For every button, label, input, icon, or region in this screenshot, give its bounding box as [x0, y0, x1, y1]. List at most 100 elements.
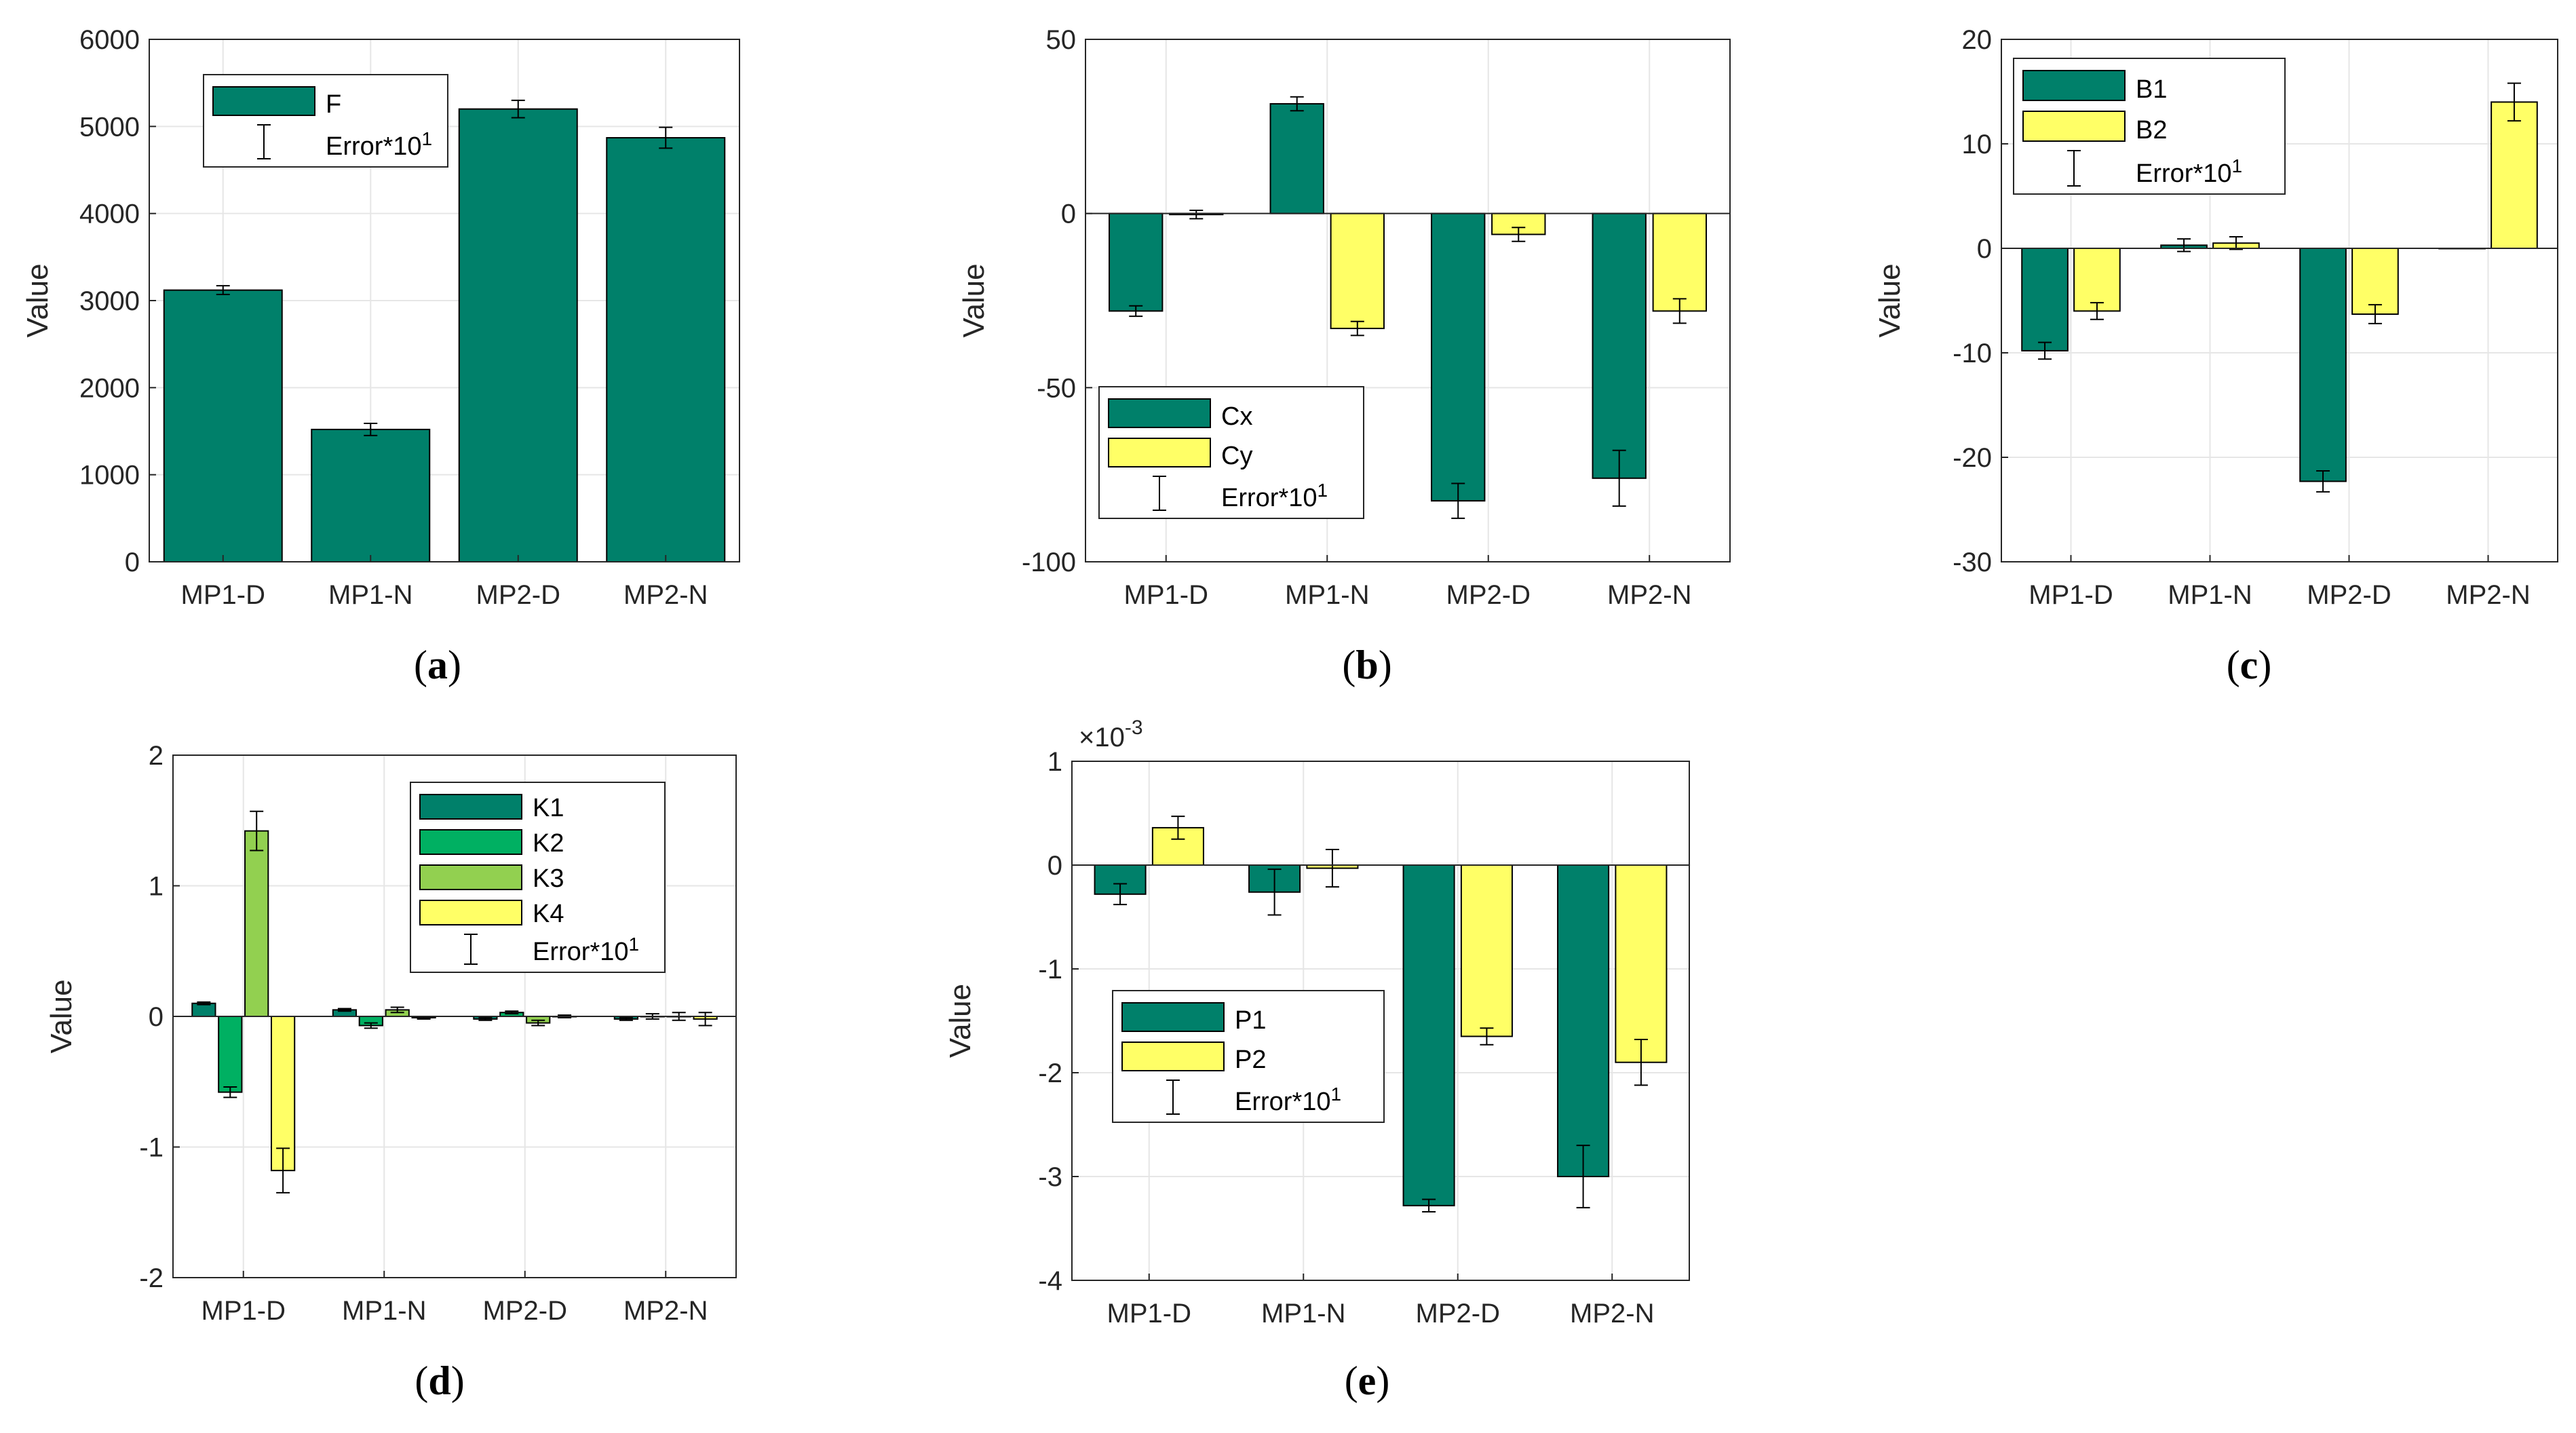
y-tick-label: 1: [149, 872, 164, 902]
legend-error-symbol: [257, 124, 271, 159]
legend-label-F: F: [326, 90, 341, 119]
y-tick-label: 20: [1962, 25, 1993, 55]
legend-swatch-B1: [2022, 70, 2126, 101]
x-tick-label: MP2-D: [1416, 1299, 1500, 1329]
chart-panel-a: 0 1000 2000 3000 4000 5000 6000 MP1-D MP1-N MP2-D…: [21, 25, 740, 687]
legend: F Error*101: [203, 74, 448, 168]
x-tick-label: MP1-N: [1261, 1299, 1345, 1329]
x-tick-label: MP1-N: [328, 580, 412, 610]
bar-P2-MP2-N: [1615, 864, 1668, 1063]
legend-label-P2: P2: [1235, 1046, 1266, 1074]
legend-label-error: Error*101: [533, 934, 639, 966]
error-bar-K3-MP2-D: [531, 1019, 545, 1027]
y-axis-label: Value: [957, 263, 991, 337]
error-bar-Cx-MP1-N: [1290, 96, 1304, 112]
bar-B1-MP1-D: [2021, 248, 2069, 351]
x-tick-label: MP2-D: [483, 1296, 567, 1326]
y-tick-label: -2: [1038, 1058, 1062, 1088]
chart-panel-e: -4 -3 -2 -1 0 1 MP1-D MP1-N MP2-D MP2-N Value ×10-3…: [944, 716, 1690, 1403]
chart-panel-b: -100 -50 0 50 MP1-D MP1-N MP2-D MP2-N Value Cx Cy E…: [957, 25, 1731, 687]
bar-K4-MP1-D: [270, 1016, 296, 1172]
error-bar-Cy-MP2-N: [1672, 298, 1687, 324]
x-tick-label: MP1-D: [181, 580, 265, 610]
bar-Cy-MP2-N: [1652, 212, 1707, 312]
error-bar-P1-MP1-N: [1267, 868, 1282, 916]
y-tick-label: 1: [1047, 747, 1062, 777]
error-bar-K2-MP1-N: [364, 1022, 378, 1029]
legend-swatch-B2: [2022, 111, 2126, 142]
panel-caption: (c): [2227, 643, 2272, 687]
axes-frame: [1071, 761, 1690, 1281]
error-bar-Cx-MP1-D: [1129, 305, 1143, 318]
x-tick-label: MP2-D: [476, 580, 560, 610]
bar-Cx-MP1-D: [1109, 212, 1164, 312]
legend-swatch-K2: [419, 829, 522, 855]
legend-label-K1: K1: [533, 794, 564, 822]
legend-error-symbol: [1153, 476, 1166, 511]
legend-label-P1: P1: [1235, 1006, 1266, 1035]
bar-F-MP2-D: [458, 108, 578, 562]
y-tick-label: 4000: [79, 199, 140, 229]
error-bar-Cx-MP2-N: [1612, 449, 1626, 507]
x-tick-label: MP2-N: [623, 580, 708, 610]
panel-caption: (e): [1345, 1358, 1390, 1403]
legend-label-K3: K3: [533, 864, 564, 893]
error-bar-K4-MP2-N: [698, 1012, 712, 1027]
x-tick-label: MP1-D: [1107, 1299, 1191, 1329]
error-bar-P1-MP2-N: [1576, 1145, 1590, 1208]
bar-F-MP1-N: [311, 428, 431, 563]
error-bar-K3-MP1-N: [390, 1006, 404, 1014]
legend: K1 K2 K3 K4 Error*101: [410, 782, 666, 973]
legend-label-error: Error*101: [1235, 1084, 1341, 1116]
legend: P1 P2 Error*101: [1112, 990, 1385, 1123]
error-bar-B1-MP1-D: [2038, 341, 2052, 360]
x-tick-label: MP1-N: [2168, 580, 2252, 610]
y-tick-label: -10: [1953, 339, 1992, 368]
y-tick-label: -20: [1953, 443, 1992, 473]
bar-P1-MP2-D: [1402, 864, 1455, 1206]
x-tick-label: MP1-D: [201, 1296, 286, 1326]
bar-Cy-MP1-N: [1330, 212, 1385, 330]
x-tick-label: MP2-N: [623, 1296, 708, 1326]
legend-error-symbol: [1166, 1079, 1180, 1115]
error-bar-P2-MP1-N: [1325, 849, 1339, 888]
error-bar-B1-MP2-D: [2316, 470, 2330, 493]
error-bar-K2-MP1-D: [223, 1086, 237, 1098]
chart-panel-d: -2 -1 0 1 2 MP1-D MP1-N MP2-D MP2-N Value K1 K2 K3 K4…: [45, 741, 737, 1403]
x-tick-label: MP2-D: [1446, 580, 1531, 610]
y-tick-label: 0: [149, 1002, 164, 1032]
legend-error-symbol: [464, 934, 478, 965]
x-tick-label: MP2-N: [2446, 580, 2530, 610]
y-tick-label: 0: [125, 548, 140, 577]
legend-label-B2: B2: [2136, 116, 2167, 145]
error-bar-Cy-MP1-N: [1350, 320, 1364, 337]
panel-caption: (b): [1342, 643, 1391, 687]
legend-swatch-K4: [419, 900, 522, 925]
error-bar-K1-MP2-D: [478, 1016, 493, 1021]
y-tick-label: 1000: [79, 461, 140, 491]
x-tick-label: MP1-D: [1124, 580, 1208, 610]
x-tick-label: MP2-N: [1607, 580, 1691, 610]
y-tick-label: 2: [149, 741, 164, 771]
x-tick-label: MP1-N: [342, 1296, 426, 1326]
y-tick-label: 10: [1962, 130, 1993, 159]
x-tick-label: MP2-D: [2307, 580, 2391, 610]
error-bar-F-MP2-D: [511, 99, 525, 119]
y-axis-label: Value: [21, 263, 54, 337]
legend-swatch-P2: [1121, 1042, 1225, 1071]
error-bar-F-MP1-D: [216, 285, 230, 296]
axes-frame: [2001, 39, 2558, 562]
error-bar-B2-MP1-N: [2229, 236, 2243, 250]
legend-error-symbol: [2067, 150, 2081, 187]
chart-panel-c: -30 -20 -10 0 10 20 MP1-D MP1-N MP2-D MP2-N Value B…: [1873, 25, 2558, 687]
y-tick-label: -1: [139, 1133, 164, 1163]
y-tick-label: -4: [1038, 1266, 1062, 1296]
legend: B1 B2 Error*101: [2013, 58, 2286, 195]
error-bar-Cy-MP1-D: [1189, 210, 1204, 220]
y-tick-label: 5000: [79, 112, 140, 142]
legend-swatch-Cx: [1108, 398, 1211, 428]
x-tick-label: MP2-N: [1570, 1299, 1654, 1329]
y-tick-label: 3000: [79, 286, 140, 316]
legend-label-error: Error*101: [1221, 480, 1328, 512]
